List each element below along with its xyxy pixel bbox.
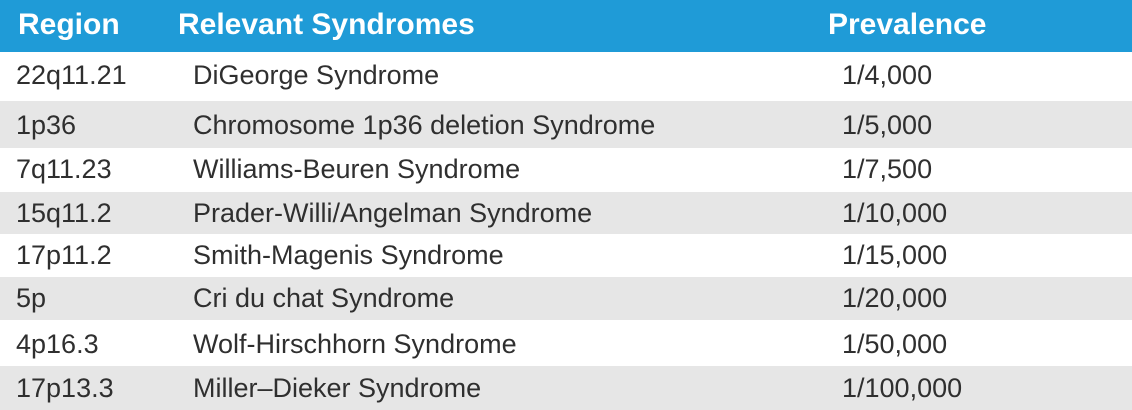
syndrome-cell: Williams-Beuren Syndrome <box>193 154 521 184</box>
prevalence-cell: 1/4,000 <box>842 60 933 90</box>
header-prevalence: Prevalence <box>828 8 987 41</box>
prevalence-cell: 1/20,000 <box>842 283 948 313</box>
table-row: 22q11.21 DiGeorge Syndrome 1/4,000 <box>0 52 1132 100</box>
header-syndromes: Relevant Syndromes <box>178 8 475 41</box>
prevalence-cell: 1/5,000 <box>842 110 933 140</box>
region-cell: 1p36 <box>16 110 77 140</box>
syndrome-cell: Smith-Magenis Syndrome <box>193 240 504 270</box>
prevalence-cell: 1/100,000 <box>842 373 963 403</box>
region-cell: 17p13.3 <box>16 373 114 403</box>
prevalence-cell: 1/10,000 <box>842 198 948 228</box>
table-row: 4p16.3 Wolf-Hirschhorn Syndrome 1/50,000 <box>0 320 1132 365</box>
table-header: Region Relevant Syndromes Prevalence <box>0 0 1132 52</box>
table-row: 7q11.23 Williams-Beuren Syndrome 1/7,500 <box>0 148 1132 191</box>
prevalence-cell: 1/50,000 <box>842 329 948 359</box>
syndrome-cell: DiGeorge Syndrome <box>193 60 440 90</box>
syndrome-cell: Cri du chat Syndrome <box>193 283 455 313</box>
table-row: 15q11.2 Prader-Willi/Angelman Syndrome 1… <box>0 192 1132 234</box>
prevalence-cell: 1/7,500 <box>842 154 933 184</box>
table-row: 1p36 Chromosome 1p36 deletion Syndrome 1… <box>0 101 1132 148</box>
syndrome-cell: Prader-Willi/Angelman Syndrome <box>193 198 593 228</box>
table-row: 17p11.2 Smith-Magenis Syndrome 1/15,000 <box>0 234 1132 276</box>
syndrome-cell: Wolf-Hirschhorn Syndrome <box>193 329 517 359</box>
region-cell: 15q11.2 <box>16 198 112 228</box>
region-cell: 22q11.21 <box>16 60 127 90</box>
header-region: Region <box>18 8 120 41</box>
region-cell: 7q11.23 <box>16 154 112 184</box>
syndrome-cell: Chromosome 1p36 deletion Syndrome <box>193 110 656 140</box>
table-row: 5p Cri du chat Syndrome 1/20,000 <box>0 277 1132 320</box>
table-row: 17p13.3 Miller–Dieker Syndrome 1/100,000 <box>0 366 1132 410</box>
region-cell: 5p <box>16 283 47 313</box>
region-cell: 4p16.3 <box>16 329 99 359</box>
syndrome-cell: Miller–Dieker Syndrome <box>193 373 482 403</box>
prevalence-cell: 1/15,000 <box>842 240 948 270</box>
region-cell: 17p11.2 <box>16 240 112 270</box>
